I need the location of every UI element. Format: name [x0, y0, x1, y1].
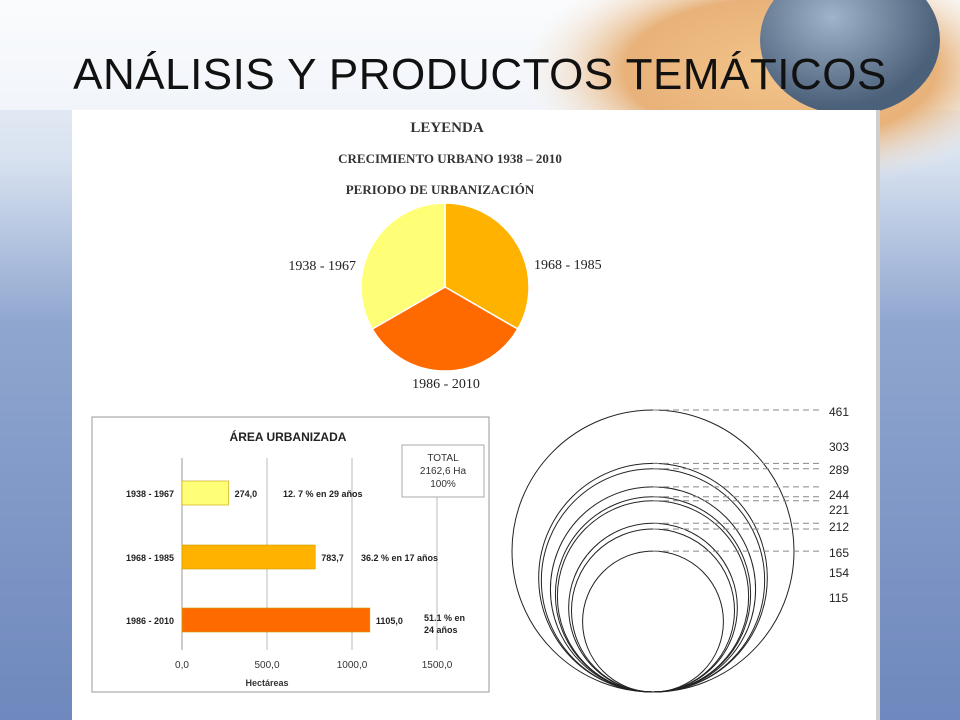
bar-category-label: 1968 - 1985: [126, 553, 174, 563]
total-box-text: TOTAL: [427, 453, 459, 464]
bar: [181, 480, 229, 506]
figure-panel-shadow: [876, 110, 880, 720]
bar-chart-tick-label: 0,0: [175, 660, 189, 671]
bar-chart: ÁREA URBANIZADA 0,0 500,0 1000,0 1500,0 Hectá…: [126, 429, 485, 688]
circle-value-label: 303: [829, 440, 849, 454]
total-box-text: 100%: [430, 479, 456, 490]
bar-chart-title: ÁREA URBANIZADA: [230, 429, 347, 444]
bar-value-label: 783,7: [321, 553, 344, 563]
circle-value-label: 244: [829, 488, 849, 502]
slide-title: ANÁLISIS Y PRODUCTOS TEMÁTICOS: [73, 50, 887, 99]
pie-slice-label: 1938 - 1967: [288, 259, 356, 274]
bar: [181, 544, 316, 570]
total-box: [401, 444, 485, 498]
bar-chart-tick-label: 500,0: [254, 660, 279, 671]
pie-slice-label: 1968 - 1985: [534, 258, 602, 273]
total-box-text: 2162,6 Ha: [420, 466, 467, 477]
legend-heading: LEYENDA: [410, 120, 484, 136]
circle-value-label: 115: [829, 591, 848, 605]
circle-value-label: 461: [829, 405, 849, 419]
bar-annotation: 51.1 % en: [424, 613, 465, 623]
bar-chart-x-axis-label: Hectáreas: [245, 678, 288, 688]
circle-value-label: 289: [829, 463, 849, 477]
bar-category-label: 1986 - 2010: [126, 616, 174, 626]
pie-slice: [360, 202, 446, 331]
bar-annotation: 12. 7 % en 29 años: [283, 489, 363, 499]
circle-value-label: 154: [829, 566, 849, 580]
circle-value-label: 165: [829, 546, 849, 560]
bar-chart-tick-label: 1000,0: [337, 660, 368, 671]
bar: [181, 607, 371, 633]
bar-value-label: 274,0: [235, 489, 258, 499]
pie-slice: [444, 202, 530, 331]
bar-annotation: 24 años: [424, 625, 458, 635]
legend-caption: PERIODO DE URBANIZACIÓN: [346, 182, 535, 197]
bar-annotation: 36.2 % en 17 años: [361, 553, 438, 563]
globe-decoration: [760, 0, 940, 115]
circle-value-label: 221: [829, 503, 849, 517]
bar-category-label: 1938 - 1967: [126, 489, 174, 499]
pie-chart: 1968 - 1985 1986 - 2010 1938 - 1967: [288, 202, 602, 392]
circle-value-label: 212: [829, 520, 849, 534]
bar-value-label: 1105,0: [376, 616, 403, 626]
pie-slice-label: 1986 - 2010: [412, 377, 480, 392]
bar-chart-tick-label: 1500,0: [422, 660, 453, 671]
legend-subtitle: CRECIMIENTO URBANO 1938 – 2010: [338, 151, 562, 166]
pie-slice: [371, 286, 519, 372]
